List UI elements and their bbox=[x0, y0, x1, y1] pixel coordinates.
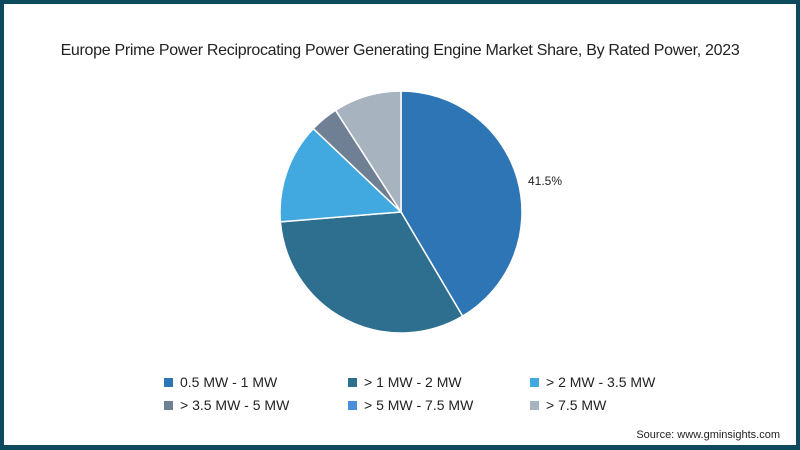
legend-item-7-5mw: > 7.5 MW bbox=[530, 397, 606, 413]
legend-item-5-7-5mw: > 5 MW - 7.5 MW bbox=[348, 397, 473, 413]
chart-frame: Europe Prime Power Reciprocating Power G… bbox=[4, 4, 796, 445]
legend-swatch bbox=[164, 377, 173, 387]
legend-label: > 7.5 MW bbox=[546, 397, 607, 413]
pie-slice bbox=[279, 127, 403, 223]
legend-label: > 2 MW - 3.5 MW bbox=[546, 374, 656, 390]
pie-slice bbox=[400, 90, 523, 318]
pie-chart bbox=[279, 90, 523, 334]
legend-label: > 5 MW - 7.5 MW bbox=[364, 397, 474, 413]
data-label-0-5-1mw: 41.5% bbox=[528, 174, 563, 188]
chart-title: Europe Prime Power Reciprocating Power G… bbox=[60, 42, 740, 59]
legend-item-1-2mw: > 1 MW - 2 MW bbox=[348, 374, 462, 390]
legend-swatch bbox=[348, 400, 357, 410]
legend-item-2-3-5mw: > 2 MW - 3.5 MW bbox=[530, 374, 655, 390]
legend-swatch bbox=[530, 400, 539, 410]
legend-swatch bbox=[530, 377, 539, 387]
pie-slice bbox=[334, 90, 402, 215]
legend-label: 0.5 MW - 1 MW bbox=[180, 374, 278, 390]
legend-item-3-5-5mw: > 3.5 MW - 5 MW bbox=[164, 397, 289, 413]
legend-swatch bbox=[348, 377, 357, 387]
source-note: Source: www.gminsights.com bbox=[636, 429, 780, 441]
legend-swatch bbox=[164, 400, 173, 410]
pie-slice bbox=[279, 211, 464, 334]
legend-item-0-5-1mw: 0.5 MW - 1 MW bbox=[164, 374, 277, 390]
legend-label: > 1 MW - 2 MW bbox=[364, 374, 462, 390]
legend-label: > 3.5 MW - 5 MW bbox=[180, 397, 290, 413]
